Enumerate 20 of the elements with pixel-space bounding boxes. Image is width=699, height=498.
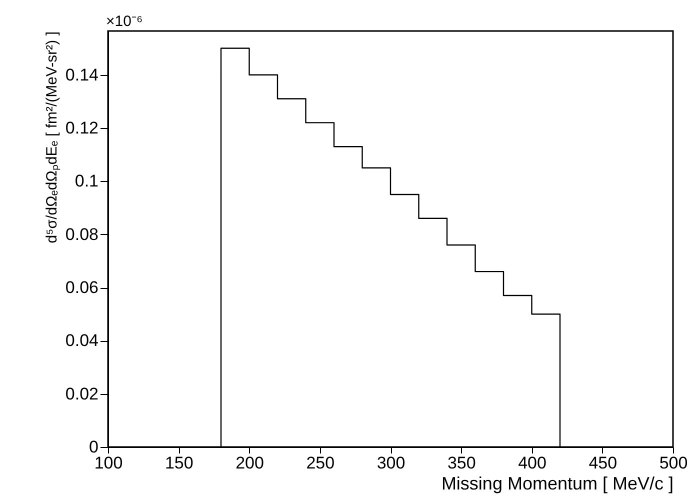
x-tick-label: 400 — [518, 454, 546, 472]
y-axis-title: d⁵σ/dΩₑdΩₚdEₑ [ fm²/(MeV-sr²) ] — [43, 32, 60, 244]
x-tick-label: 250 — [306, 454, 335, 472]
y-tick-label: 0.04 — [65, 331, 98, 350]
text: ×10⁻⁶ — [106, 13, 143, 30]
x-tick-label: 200 — [236, 454, 264, 472]
y-tick-label: 0.08 — [65, 224, 98, 244]
x-tick-label: 150 — [164, 454, 194, 472]
y-tick-label: 0.12 — [65, 118, 98, 138]
y-tick-label: 0.06 — [65, 278, 98, 298]
x-tick-label: 350 — [447, 454, 476, 472]
y-tick-label: 0.1 — [74, 172, 98, 191]
y-tick-label: 0.14 — [65, 65, 98, 84]
x-tick-label: 100 — [94, 454, 123, 472]
x-tick-label: 300 — [376, 454, 406, 472]
x-tick-label: 500 — [659, 454, 688, 472]
x-tick-label: 450 — [588, 454, 618, 472]
x-axis-title: Missing Momentum [ MeV/c ] — [441, 474, 674, 494]
y-tick-label: 0 — [89, 438, 98, 456]
y-tick-label: 0.02 — [65, 384, 98, 404]
